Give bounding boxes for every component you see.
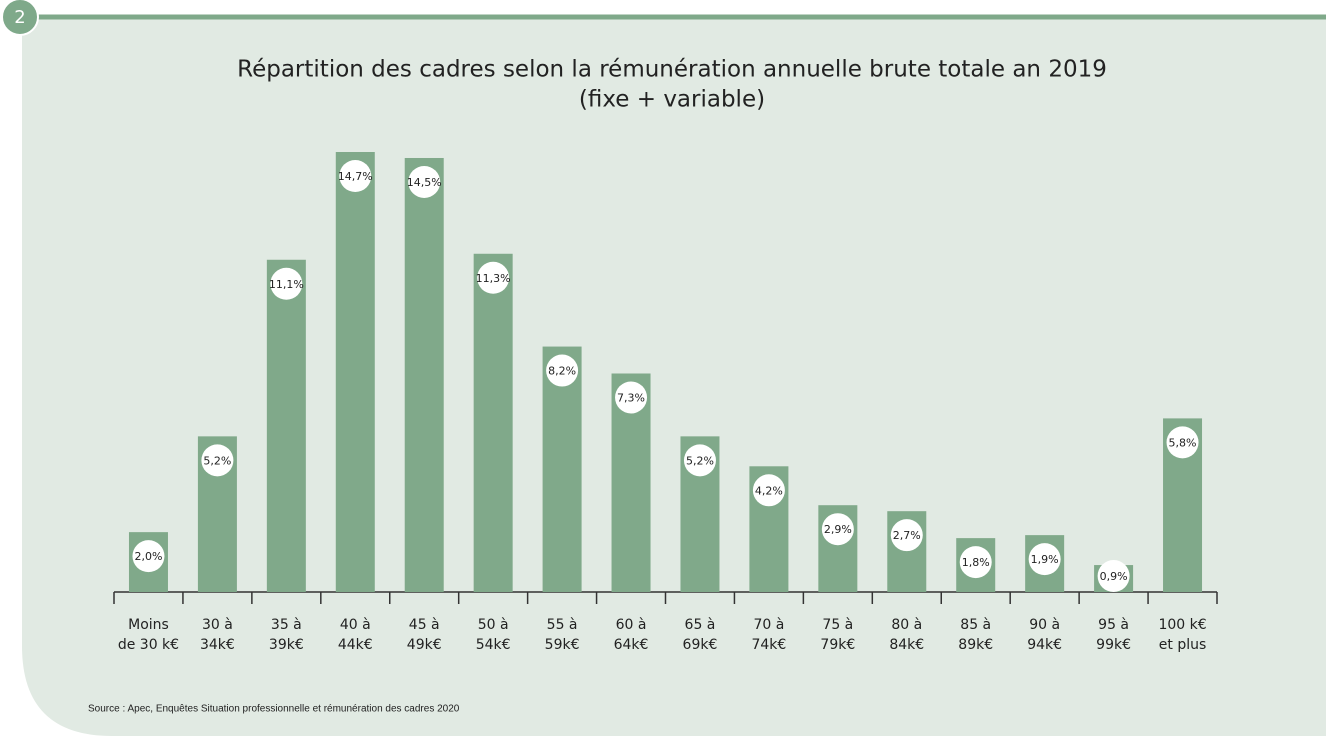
x-tick-label: 100 k€ — [1158, 617, 1206, 633]
value-label-bg — [201, 444, 234, 477]
x-tick-label: 59k€ — [545, 637, 580, 653]
value-label: 4,2% — [755, 484, 783, 497]
value-label: 0,9% — [1100, 570, 1128, 583]
value-label-bg — [546, 354, 579, 387]
x-tick-label: 44k€ — [338, 637, 373, 653]
x-tick-label: 79k€ — [820, 637, 855, 653]
value-label: 2,0% — [134, 550, 162, 563]
value-label-bg — [683, 444, 716, 477]
x-tick-label: 45 à — [409, 617, 440, 633]
x-tick-label: de 30 k€ — [118, 637, 179, 653]
bar — [542, 346, 582, 592]
value-label: 8,2% — [548, 365, 576, 378]
x-tick-label: 54k€ — [476, 637, 511, 653]
value-label: 1,9% — [1031, 553, 1059, 566]
chart-subtitle: (fixe + variable) — [579, 87, 765, 113]
x-tick-label: 95 à — [1098, 617, 1129, 633]
badge-circle — [1, 0, 39, 36]
value-label: 11,3% — [476, 272, 511, 285]
bar — [404, 157, 444, 592]
value-label-bg — [615, 381, 648, 414]
x-tick-label: 99k€ — [1096, 637, 1131, 653]
value-label-bg — [270, 267, 303, 300]
value-label: 1,8% — [962, 556, 990, 569]
badge: 2 — [14, 7, 25, 28]
value-label-bg — [1097, 560, 1130, 592]
x-tick-label: 94k€ — [1027, 637, 1062, 653]
bar — [266, 259, 306, 592]
bar — [473, 253, 513, 592]
x-tick-label: 39k€ — [269, 637, 304, 653]
value-label-bg — [1028, 543, 1061, 576]
value-label: 7,3% — [617, 391, 645, 404]
x-tick-label: 49k€ — [407, 637, 442, 653]
value-label: 5,2% — [203, 454, 231, 467]
x-tick-label: 55 à — [547, 617, 578, 633]
x-tick-label: 70 à — [753, 617, 784, 633]
value-label-bg — [477, 261, 510, 294]
value-label: 14,5% — [407, 176, 442, 189]
x-tick-label: 74k€ — [751, 637, 786, 653]
x-tick-label: 35 à — [271, 617, 302, 633]
x-tick-label: 89k€ — [958, 637, 993, 653]
x-tick-label: 40 à — [340, 617, 371, 633]
value-label-bg — [890, 519, 923, 552]
bar — [335, 152, 375, 592]
value-label-bg — [339, 160, 372, 192]
value-label-bg — [821, 513, 854, 546]
x-tick-label: 34k€ — [200, 637, 235, 653]
x-tick-label: 30 à — [202, 617, 233, 633]
x-tick-label: et plus — [1159, 637, 1207, 653]
chart-title: Répartition des cadres selon la rémunéra… — [237, 57, 1107, 83]
value-label: 5,2% — [686, 454, 714, 467]
x-tick-label: 90 à — [1029, 617, 1060, 633]
value-label-bg — [1166, 426, 1199, 459]
x-tick-label: 75 à — [822, 617, 853, 633]
value-label: 14,7% — [338, 170, 373, 183]
value-label: 11,1% — [269, 278, 304, 291]
x-tick-label: 85 à — [960, 617, 991, 633]
source: Source : Apec, Enquêtes Situation profes… — [88, 704, 460, 715]
value-label: 2,7% — [893, 529, 921, 542]
x-tick-label: 80 à — [891, 617, 922, 633]
value-label-bg — [752, 474, 785, 507]
x-tick-label: Moins — [128, 617, 169, 633]
value-label: 2,9% — [824, 523, 852, 536]
x-tick-label: 84k€ — [889, 637, 924, 653]
x-tick-label: 60 à — [616, 617, 647, 633]
value-label-bg — [408, 165, 441, 198]
value-label: 5,8% — [1169, 436, 1197, 449]
x-tick-label: 69k€ — [683, 637, 718, 653]
value-label-bg — [132, 540, 165, 573]
x-tick-label: 50 à — [478, 617, 509, 633]
x-tick-label: 64k€ — [614, 637, 649, 653]
value-label-bg — [959, 546, 992, 579]
x-tick-label: 65 à — [685, 617, 716, 633]
